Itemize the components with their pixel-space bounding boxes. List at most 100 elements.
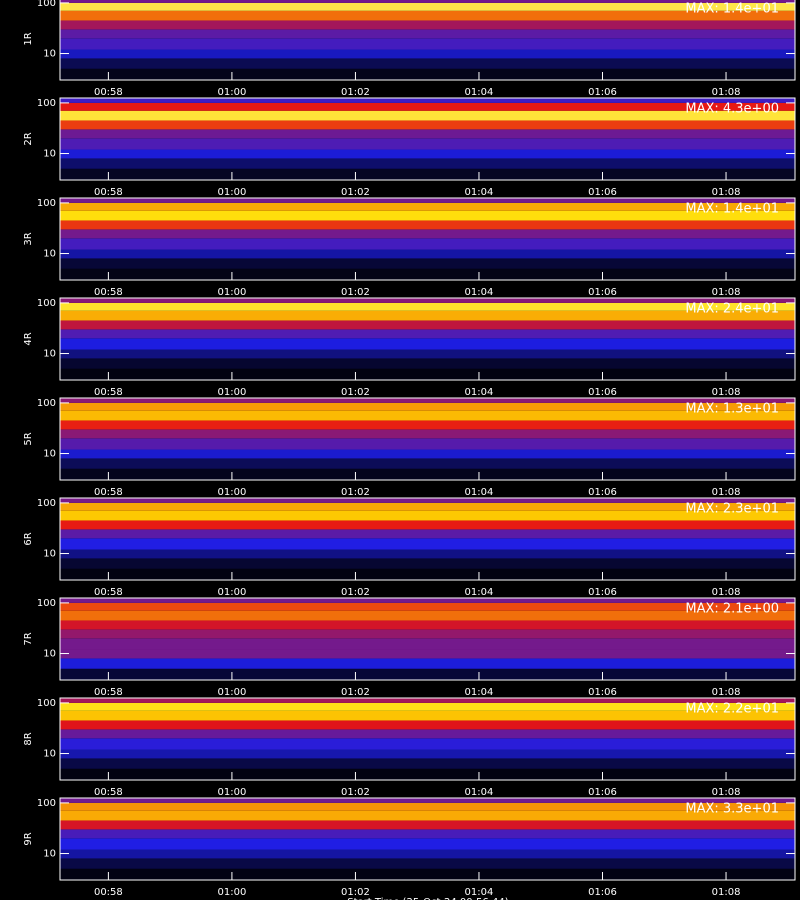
heat-row — [60, 38, 795, 50]
x-tick-label: 01:08 — [712, 187, 741, 198]
x-tick-label: 01:00 — [217, 587, 246, 598]
heat-row — [60, 268, 795, 280]
x-tick-label: 01:06 — [588, 787, 617, 798]
plot-frame — [59, 197, 796, 281]
heat-row — [60, 310, 795, 321]
x-tick-label: 01:00 — [217, 487, 246, 498]
panel — [60, 798, 795, 880]
heat-row — [60, 498, 795, 503]
heat-row — [60, 0, 795, 3]
x-tick-label: 00:58 — [94, 487, 123, 498]
heat-row — [60, 658, 795, 669]
panel — [60, 698, 795, 780]
x-tick-label: 01:02 — [341, 787, 370, 798]
heat-row — [60, 849, 795, 859]
x-tick-label: 01:04 — [465, 787, 494, 798]
y-tick-label: 10 — [43, 49, 56, 60]
y-axis-label: 5R — [23, 432, 34, 445]
panel — [60, 498, 795, 580]
plot-frame — [59, 797, 796, 881]
x-tick-label: 00:58 — [94, 187, 123, 198]
heat-row — [60, 429, 795, 439]
plot-frame — [59, 97, 796, 181]
heat-row — [60, 149, 795, 159]
y-axis-label: 9R — [23, 832, 34, 845]
y-axis-label: 7R — [23, 632, 34, 645]
y-tick-label: 100 — [37, 398, 56, 409]
max-label: MAX: 2.2e+01 — [685, 702, 779, 717]
heat-row — [60, 198, 795, 203]
x-tick-label: 00:58 — [94, 687, 123, 698]
heat-row — [60, 610, 795, 621]
heat-row — [60, 649, 795, 659]
x-tick-label: 00:58 — [94, 587, 123, 598]
x-tick-label: 01:08 — [712, 687, 741, 698]
heat-row — [60, 629, 795, 639]
heat-row — [60, 802, 795, 811]
heat-row — [60, 210, 795, 221]
heat-row — [60, 10, 795, 21]
x-tick-label: 01:00 — [217, 787, 246, 798]
heat-row — [60, 168, 795, 180]
x-tick-label: 00:58 — [94, 787, 123, 798]
heat-row — [60, 668, 795, 680]
x-tick-label: 01:00 — [217, 87, 246, 98]
x-tick-label: 01:04 — [465, 487, 494, 498]
heat-row — [60, 338, 795, 350]
x-tick-label: 01:04 — [465, 287, 494, 298]
max-label: MAX: 1.3e+01 — [685, 402, 779, 417]
max-label: MAX: 1.4e+01 — [685, 2, 779, 17]
x-tick-label: 01:00 — [217, 387, 246, 398]
y-tick-label: 100 — [37, 698, 56, 709]
x-tick-label: 00:58 — [94, 87, 123, 98]
heat-row — [60, 58, 795, 69]
heat-row — [60, 438, 795, 450]
heat-row — [60, 758, 795, 769]
x-tick-label: 01:06 — [588, 187, 617, 198]
panel — [60, 298, 795, 380]
x-tick-label: 01:06 — [588, 87, 617, 98]
heat-row — [60, 402, 795, 411]
x-tick-label: 01:04 — [465, 187, 494, 198]
heat-row — [60, 638, 795, 650]
heat-row — [60, 729, 795, 739]
panel — [60, 198, 795, 280]
heat-row — [60, 838, 795, 850]
x-tick-label: 01:04 — [465, 887, 494, 898]
plot-frame — [59, 0, 796, 81]
heat-row — [60, 368, 795, 380]
y-tick-label: 100 — [37, 798, 56, 809]
plot-frame — [59, 597, 796, 681]
max-label: MAX: 1.4e+01 — [685, 202, 779, 217]
heat-row — [60, 202, 795, 211]
x-tick-label: 01:04 — [465, 387, 494, 398]
x-tick-label: 01:08 — [712, 487, 741, 498]
y-tick-label: 10 — [43, 249, 56, 260]
heat-row — [60, 858, 795, 869]
heat-row — [60, 358, 795, 369]
heat-row — [60, 568, 795, 580]
x-axis-label: Start Time (25-Oct-24 00:56:44) — [347, 897, 508, 900]
heat-row — [60, 710, 795, 721]
x-tick-label: 01:02 — [341, 87, 370, 98]
heat-row — [60, 2, 795, 11]
heat-row — [60, 320, 795, 330]
plot-frame — [59, 497, 796, 581]
heat-row — [60, 820, 795, 830]
x-tick-label: 01:02 — [341, 187, 370, 198]
heat-row — [60, 298, 795, 303]
heat-row — [60, 868, 795, 880]
y-tick-label: 100 — [37, 498, 56, 509]
x-tick-label: 00:58 — [94, 887, 123, 898]
y-tick-label: 100 — [37, 0, 56, 9]
y-axis-label: 6R — [23, 532, 34, 545]
heat-row — [60, 749, 795, 759]
heat-row — [60, 49, 795, 59]
y-tick-label: 10 — [43, 149, 56, 160]
x-tick-label: 01:06 — [588, 887, 617, 898]
heat-row — [60, 468, 795, 480]
heat-row — [60, 720, 795, 730]
y-tick-label: 10 — [43, 649, 56, 660]
y-tick-label: 10 — [43, 349, 56, 360]
